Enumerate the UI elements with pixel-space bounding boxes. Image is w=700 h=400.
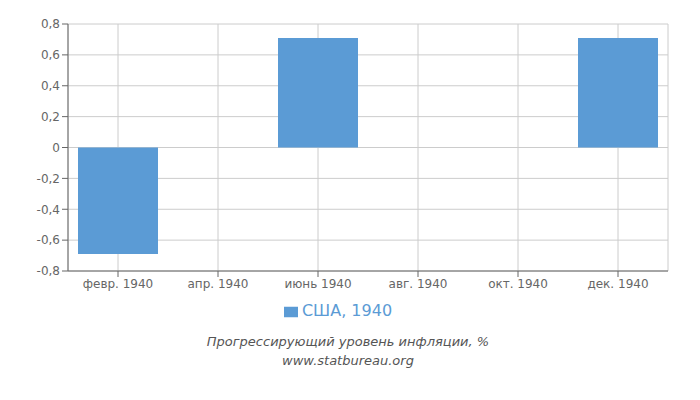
svg-text:-0,8: -0,8	[37, 264, 60, 278]
svg-text:-0,2: -0,2	[37, 172, 60, 186]
html-text:Прогрессирующий уровень инфляц: Прогрессирующий уровень инфляции, %	[206, 334, 490, 349]
svg-text:0: 0	[52, 141, 60, 155]
svg-text:-0,4: -0,4	[37, 203, 60, 217]
svg-text:окт. 1940: окт. 1940	[488, 277, 548, 291]
svg-text:июнь 1940: июнь 1940	[284, 277, 351, 291]
svg-text:0,8: 0,8	[41, 17, 60, 31]
svg-text:0,6: 0,6	[41, 48, 60, 62]
svg-text:апр. 1940: апр. 1940	[188, 277, 249, 291]
svg-text:авг. 1940: авг. 1940	[389, 277, 448, 291]
svg-text:0,2: 0,2	[41, 110, 60, 124]
html-text:США, 1940: США, 1940	[301, 301, 393, 320]
svg-text:февр. 1940: февр. 1940	[83, 277, 154, 291]
svg-text:-0,6: -0,6	[37, 233, 60, 247]
svg-text:0,4: 0,4	[41, 79, 60, 93]
svg-text:дек. 1940: дек. 1940	[587, 277, 648, 291]
html-text:www.statbureau.org: www.statbureau.org	[282, 353, 414, 368]
